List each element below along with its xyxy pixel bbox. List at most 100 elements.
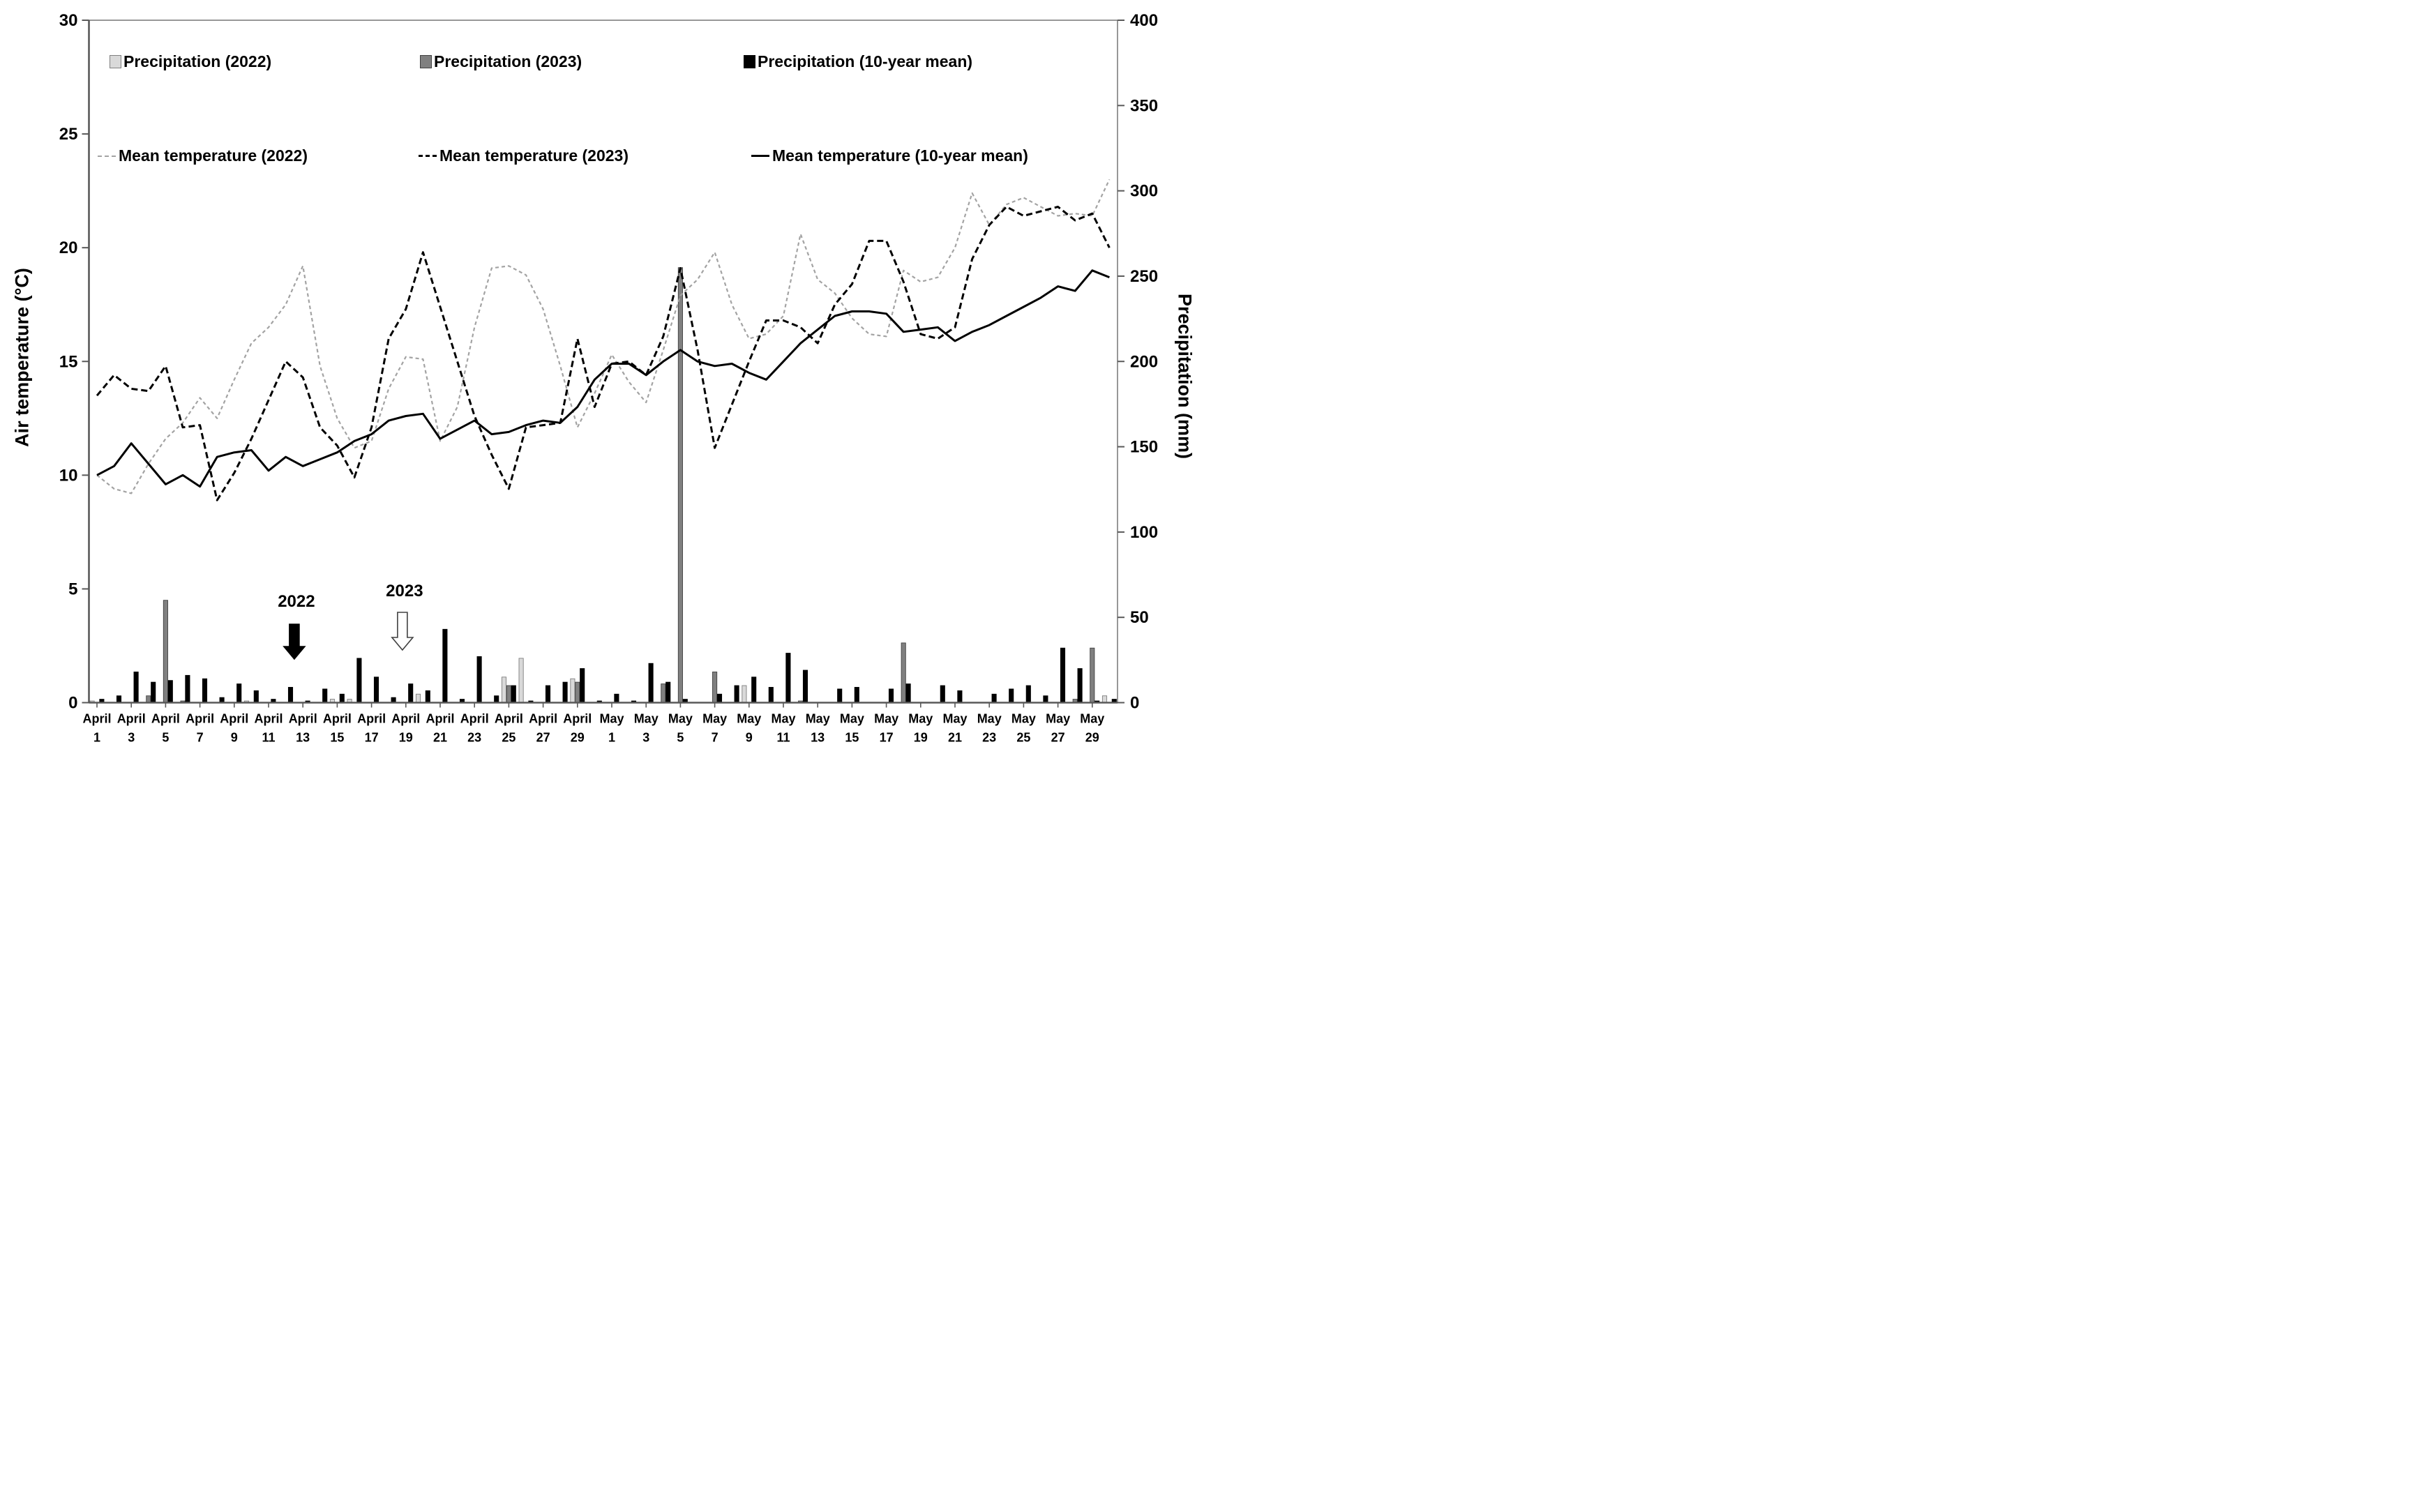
bar-precipitation-2023- <box>506 685 511 703</box>
right-axis-tick-label: 0 <box>1130 694 1139 713</box>
bar-precipitation-10-year-mean- <box>614 693 619 703</box>
bar-precipitation-10-year-mean- <box>476 656 482 703</box>
x-axis-tick-label: April 29 <box>563 712 592 745</box>
right-axis-title: Precipitation (mm) <box>1174 293 1196 460</box>
legend-label: Mean temperature (2023) <box>439 146 629 165</box>
x-axis-tick-label: April 9 <box>220 712 248 745</box>
bar-precipitation-10-year-mean- <box>802 670 808 703</box>
bar-precipitation-10-year-mean- <box>511 685 516 703</box>
bar-precipitation-10-year-mean- <box>373 676 379 703</box>
bar-precipitation-10-year-mean- <box>734 685 739 703</box>
bar-precipitation-10-year-mean- <box>768 687 774 703</box>
precip-2023-swatch-icon <box>420 55 432 68</box>
left-axis-tick-label: 20 <box>59 239 78 257</box>
bar-precipitation-10-year-mean- <box>888 688 894 703</box>
bar-precipitation-10-year-mean- <box>202 678 208 703</box>
x-axis-tick-label: May 21 <box>942 712 967 745</box>
x-axis-tick-label: April 19 <box>391 712 420 745</box>
bar-precipitation-10-year-mean- <box>545 685 551 703</box>
bar-precipitation-2022- <box>1101 695 1108 703</box>
left-axis-tick-label: 10 <box>59 466 78 485</box>
bar-precipitation-10-year-mean- <box>1043 695 1048 703</box>
x-axis-tick-label: April 21 <box>426 712 454 745</box>
precip-2022-swatch-icon <box>110 55 121 68</box>
bar-precipitation-10-year-mean- <box>408 683 414 703</box>
bar-precipitation-10-year-mean- <box>837 688 843 703</box>
right-axis-tick-label: 300 <box>1130 182 1158 201</box>
bar-precipitation-2022- <box>742 685 747 703</box>
x-axis-tick-label: May 5 <box>668 712 693 745</box>
left-axis-tick-label: 15 <box>59 352 78 371</box>
bar-precipitation-10-year-mean- <box>356 658 362 703</box>
right-axis-tick-label: 50 <box>1130 608 1149 627</box>
bar-precipitation-2022- <box>501 676 507 703</box>
bar-precipitation-2023- <box>712 672 718 703</box>
bar-precipitation-10-year-mean- <box>1009 688 1014 703</box>
bar-precipitation-10-year-mean- <box>940 685 945 703</box>
legend-label: Precipitation (2023) <box>434 52 582 70</box>
line-mean-temperature-10-year-mean- <box>96 269 1110 488</box>
figure: 0 5 10 15 20 25 30 0 50 100 150 200 250 300 350 400 Apri… <box>0 0 1208 756</box>
x-axis-tick-label: April 17 <box>357 712 386 745</box>
line-mean-temperature-2023- <box>96 206 1111 501</box>
x-axis-tick-label: April 27 <box>529 712 557 745</box>
bar-precipitation-2023- <box>146 695 151 703</box>
bar-precipitation-10-year-mean- <box>562 681 568 703</box>
x-axis-tick-label: May 1 <box>599 712 624 745</box>
bar-precipitation-10-year-mean- <box>716 693 723 703</box>
legend-item-precip-2022: Precipitation (2022) <box>110 52 271 71</box>
bar-precipitation-10-year-mean- <box>785 653 791 703</box>
bar-precipitation-10-year-mean- <box>339 693 345 703</box>
x-axis-tick-label: April 1 <box>82 712 111 745</box>
x-axis-tick-label: April 5 <box>151 712 180 745</box>
x-axis-tick-label: May 29 <box>1080 712 1104 745</box>
x-axis-tick-label: April 7 <box>186 712 214 745</box>
line-mean-temperature-2022- <box>96 179 1111 494</box>
right-axis-tick-label: 250 <box>1130 267 1158 286</box>
bar-precipitation-10-year-mean- <box>425 690 430 703</box>
legend-label: Mean temperature (2022) <box>119 146 308 165</box>
bar-precipitation-10-year-mean- <box>133 672 139 703</box>
bar-precipitation-10-year-mean- <box>116 695 122 703</box>
x-axis-tick-label: April 25 <box>495 712 523 745</box>
bar-precipitation-2022- <box>415 693 421 703</box>
bar-precipitation-10-year-mean- <box>322 688 328 703</box>
bar-precipitation-10-year-mean- <box>494 695 499 703</box>
right-axis-tick-label: 150 <box>1130 438 1158 457</box>
bar-precipitation-10-year-mean- <box>236 683 242 703</box>
precip-mean-swatch-icon <box>744 55 755 68</box>
bar-precipitation-10-year-mean- <box>253 690 259 703</box>
x-axis-tick-label: May 9 <box>737 712 761 745</box>
x-axis-tick-label: May 11 <box>771 712 795 745</box>
bar-precipitation-2023- <box>901 642 906 703</box>
bar-precipitation-2023- <box>575 681 580 703</box>
annotation-label-2022: 2022 <box>278 592 315 611</box>
bar-precipitation-10-year-mean- <box>167 680 173 703</box>
bar-precipitation-10-year-mean- <box>287 687 294 703</box>
bar-precipitation-10-year-mean- <box>151 681 156 703</box>
bar-precipitation-10-year-mean- <box>648 663 654 703</box>
bar-precipitation-10-year-mean- <box>1025 685 1031 703</box>
legend-label: Mean temperature (10-year mean) <box>772 146 1028 165</box>
bar-precipitation-10-year-mean- <box>905 683 911 703</box>
legend-label: Precipitation (2022) <box>123 52 272 70</box>
right-axis-tick-label: 100 <box>1130 523 1158 542</box>
x-axis-tick-label: May 17 <box>874 712 898 745</box>
legend-item-precip-2023: Precipitation (2023) <box>420 52 582 71</box>
x-axis-tick-label: April 15 <box>323 712 352 745</box>
x-axis-tick-label: April 3 <box>117 712 146 745</box>
legend-label: Precipitation (10-year mean) <box>758 52 973 70</box>
legend-item-temp-mean: Mean temperature (10-year mean) <box>751 146 1028 165</box>
temp-2023-line-icon <box>419 155 437 157</box>
bar-precipitation-10-year-mean- <box>957 690 963 703</box>
x-axis-tick-label: May 23 <box>977 712 1002 745</box>
x-axis-tick-label: May 19 <box>908 712 933 745</box>
legend-item-temp-2023: Mean temperature (2023) <box>419 146 629 165</box>
bar-precipitation-10-year-mean- <box>665 681 671 703</box>
chart-canvas: 051015202530050100150200250300350400Apri… <box>59 11 1158 745</box>
x-axis-tick-label: May 3 <box>634 712 659 745</box>
left-axis-tick-label: 30 <box>59 11 78 30</box>
legend-item-temp-2022: Mean temperature (2022) <box>98 146 308 165</box>
legend-item-precip-mean: Precipitation (10-year mean) <box>744 52 972 71</box>
right-axis-tick-label: 400 <box>1130 11 1158 30</box>
